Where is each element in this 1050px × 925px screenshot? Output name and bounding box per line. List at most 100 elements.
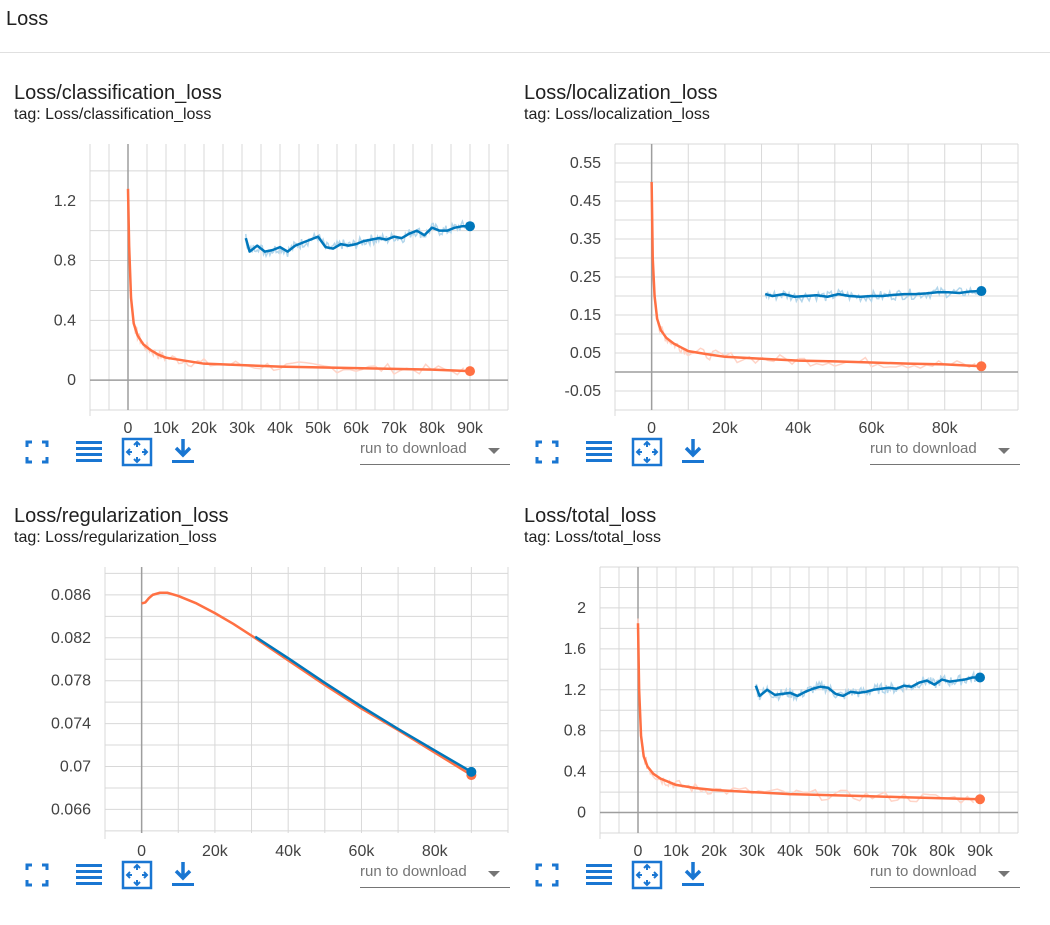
y-tick-label: 2 (577, 600, 586, 617)
fit-domain-button[interactable] (120, 858, 154, 892)
y-tick-label: 0.086 (51, 587, 91, 604)
fit-domain-button[interactable] (120, 435, 154, 469)
x-tick-label: 50k (305, 420, 332, 436)
y-tick-label: 0.07 (60, 759, 91, 776)
series-line-train (126, 188, 471, 373)
download-icon (166, 435, 200, 469)
list-button[interactable] (72, 858, 106, 892)
download-button[interactable] (166, 435, 200, 469)
download-button[interactable] (676, 858, 710, 892)
series-end-point-train (465, 366, 475, 377)
run-to-download-select[interactable]: run to download (870, 863, 1020, 888)
run-to-download-select[interactable]: run to download (870, 440, 1020, 465)
download-icon (166, 858, 200, 892)
y-tick-label: 1.6 (564, 641, 586, 658)
list-button[interactable] (582, 858, 616, 892)
section-header: Loss (0, 0, 1050, 53)
x-tick-label: 60k (859, 420, 886, 436)
fullscreen-icon (20, 858, 54, 892)
chart-card-classification-loss: Loss/classification_loss tag: Loss/class… (0, 82, 510, 502)
series-line-eval (754, 676, 980, 698)
download-button[interactable] (676, 435, 710, 469)
y-tick-label: 0.074 (51, 716, 91, 733)
y-tick-label: -0.05 (565, 383, 602, 400)
run-to-download-select[interactable]: run to download (360, 863, 510, 888)
chart-toolbar: run to download (20, 858, 510, 894)
series-end-point-eval (465, 221, 475, 232)
y-tick-label: 0.15 (570, 307, 601, 324)
x-tick-label: 10k (153, 420, 180, 436)
series-raw-line (764, 285, 981, 304)
x-tick-label: 20k (202, 843, 229, 859)
y-tick-label: 0 (577, 805, 586, 822)
fit-domain-button[interactable] (630, 435, 664, 469)
fit-domain-button[interactable] (630, 858, 664, 892)
x-tick-label: 70k (381, 420, 408, 436)
download-icon (676, 858, 710, 892)
fit-domain-icon (120, 435, 154, 469)
x-tick-label: 20k (701, 843, 728, 859)
series-end-point-eval (466, 766, 477, 777)
series-end-point-eval (975, 672, 985, 683)
y-tick-label: 0.078 (51, 673, 91, 690)
chart-tag: tag: Loss/total_loss (524, 529, 661, 546)
line-chart[interactable]: 0 10k 20k 30k 40k 50k 60k 70k 80k 90k 0 0.4 0.8 1.2 1.… (510, 549, 1020, 859)
fullscreen-icon (530, 435, 564, 469)
chart-tag: tag: Loss/regularization_loss (14, 529, 217, 546)
chart-card-regularization-loss: Loss/regularization_loss tag: Loss/regul… (0, 505, 510, 925)
x-tick-label: 30k (739, 843, 766, 859)
x-tick-label: 40k (267, 420, 294, 436)
grid (599, 566, 1019, 834)
x-tick-label: 70k (891, 843, 918, 859)
x-tick-label: 60k (349, 843, 376, 859)
series-raw-line (755, 669, 980, 703)
fit-domain-icon (630, 435, 664, 469)
fullscreen-button[interactable] (530, 435, 564, 469)
series-end-point-train (975, 794, 985, 805)
chart-title: Loss/total_loss (524, 505, 657, 527)
series-line-eval (254, 635, 472, 773)
chart-card-total-loss: Loss/total_loss tag: Loss/total_loss 0 10… (510, 505, 1020, 925)
list-icon (582, 858, 616, 892)
y-tick-label: 0.05 (570, 345, 601, 362)
y-tick-label: 0.8 (54, 253, 76, 270)
x-tick-label: 0 (137, 843, 146, 859)
x-tick-label: 40k (275, 843, 302, 859)
line-chart[interactable]: 0 10k 20k 30k 40k 50k 60k 70k 80k 90k 0 0.4 0.8 1.2 (0, 126, 510, 436)
grid (614, 143, 1019, 411)
fullscreen-button[interactable] (20, 858, 54, 892)
chart-toolbar: run to download (20, 435, 510, 471)
y-tick-label: 0.4 (54, 312, 76, 329)
list-icon (582, 435, 616, 469)
chevron-down-icon (998, 871, 1010, 877)
fullscreen-button[interactable] (530, 858, 564, 892)
x-tick-label: 80k (422, 843, 449, 859)
x-tick-label: 10k (663, 843, 690, 859)
x-tick-label: 20k (712, 420, 739, 436)
chart-toolbar: run to download (530, 435, 1020, 471)
y-tick-label: 0.45 (570, 193, 601, 210)
x-tick-label: 40k (777, 843, 804, 859)
fullscreen-icon (530, 858, 564, 892)
run-select-label: run to download (870, 440, 977, 457)
x-tick-label: 40k (785, 420, 812, 436)
grid (104, 567, 509, 833)
line-chart[interactable]: 0 20k 40k 60k 80k -0.05 0.05 0.15 0.25 0.35 0.45 0.… (510, 126, 1020, 436)
y-tick-label: 0.082 (51, 630, 91, 647)
x-tick-label: 80k (932, 420, 959, 436)
y-tick-label: 0.25 (570, 269, 601, 286)
chart-tag: tag: Loss/localization_loss (524, 106, 710, 123)
download-icon (676, 435, 710, 469)
chart-card-localization-loss: Loss/localization_loss tag: Loss/localiz… (510, 82, 1020, 502)
list-button[interactable] (582, 435, 616, 469)
run-select-label: run to download (870, 863, 977, 880)
y-tick-label: 1.2 (54, 193, 76, 210)
run-to-download-select[interactable]: run to download (360, 440, 510, 465)
list-button[interactable] (72, 435, 106, 469)
chevron-down-icon (488, 448, 500, 454)
fullscreen-button[interactable] (20, 435, 54, 469)
line-chart[interactable]: 0 20k 40k 60k 80k 0.066 0.07 0.074 0.078 0.082 0.0… (0, 549, 510, 859)
chevron-down-icon (488, 871, 500, 877)
download-button[interactable] (166, 858, 200, 892)
series-line-eval (764, 289, 982, 299)
